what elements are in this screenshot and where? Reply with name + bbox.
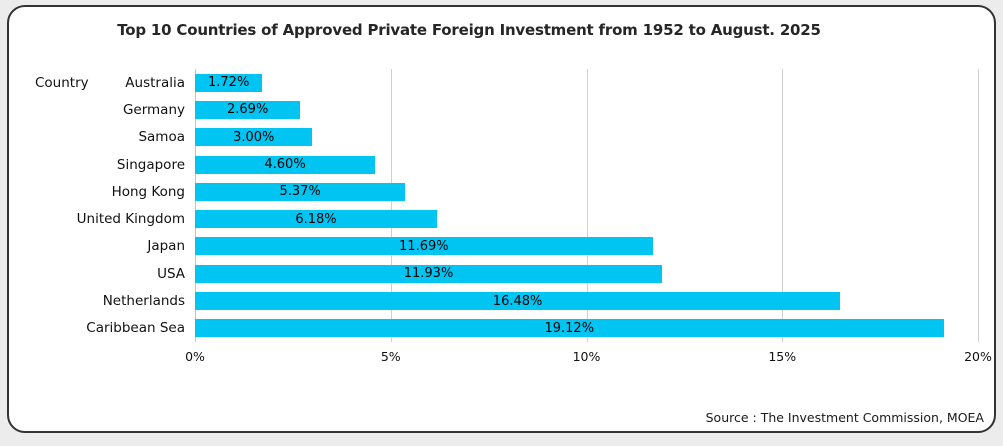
category-label-hong-kong: Hong Kong <box>111 183 185 200</box>
category-axis-labels: Australia Germany Samoa Singapore Hong Kong U… <box>9 69 185 342</box>
bar-netherlands: 16.48% <box>195 292 841 311</box>
bar-japan: 11.69% <box>195 237 653 256</box>
plot-area: 1.72% 2.69% 3.00% 4.60% 5.37% 6.18% 11.69% 11.9… <box>195 69 979 342</box>
bar-hong-kong: 5.37% <box>195 182 406 201</box>
bar-row-netherlands: 16.48% <box>195 287 978 314</box>
bar-row-australia: 1.72% <box>195 69 978 96</box>
bar-row-japan: 11.69% <box>195 233 978 260</box>
category-label-usa: USA <box>157 265 185 282</box>
gridline-15% <box>782 69 784 342</box>
bar-value-label: 1.72% <box>208 75 250 91</box>
bar-value-label: 11.93% <box>403 266 454 282</box>
bar-row-samoa: 3.00% <box>195 124 978 151</box>
bar-value-label: 6.18% <box>295 211 337 227</box>
chart-card: Top 10 Countries of Approved Private For… <box>7 5 996 433</box>
bar-row-caribbean-sea: 19.12% <box>195 315 978 342</box>
category-label-germany: Germany <box>122 101 185 118</box>
x-tick-label-10%: 10% <box>572 349 601 364</box>
gridline-10% <box>586 69 588 342</box>
bar-germany: 2.69% <box>195 100 301 119</box>
bar-caribbean-sea: 19.12% <box>195 319 944 338</box>
gridline-20% <box>978 69 979 342</box>
bar-samoa: 3.00% <box>195 128 313 147</box>
bar-value-label: 11.69% <box>399 238 449 254</box>
bar-row-usa: 11.93% <box>195 260 978 287</box>
bar-value-label: 16.48% <box>492 293 543 309</box>
category-label-netherlands: Netherlands <box>102 293 185 310</box>
chart-title: Top 10 Countries of Approved Private For… <box>117 21 821 39</box>
bar-australia: 1.72% <box>195 73 263 92</box>
x-tick-label-5%: 5% <box>380 349 401 364</box>
bar-usa: 11.93% <box>195 264 663 283</box>
bar-row-singapore: 4.60% <box>195 151 978 178</box>
bar-row-germany: 2.69% <box>195 96 978 123</box>
bar-value-label: 19.12% <box>544 320 595 336</box>
bar-value-label: 4.60% <box>264 157 306 173</box>
x-axis-tick-labels: 0% 5% 10% 15% 20% <box>185 342 992 366</box>
y-axis-title: Country <box>35 74 89 91</box>
x-tick-label-20%: 20% <box>964 349 992 364</box>
gridline-5% <box>390 69 392 342</box>
bar-value-label: 5.37% <box>279 184 321 200</box>
category-label-caribbean-sea: Caribbean Sea <box>86 320 185 337</box>
bar-row-united-kingdom: 6.18% <box>195 206 978 233</box>
x-tick-label-0%: 0% <box>185 349 205 364</box>
category-label-united-kingdom: United Kingdom <box>76 211 185 228</box>
category-label-australia: Australia <box>125 74 185 91</box>
category-label-japan: Japan <box>147 238 185 255</box>
category-label-samoa: Samoa <box>138 129 185 146</box>
bar-value-label: 3.00% <box>233 129 275 145</box>
y-axis-line <box>195 69 196 342</box>
bar-united-kingdom: 6.18% <box>195 210 437 229</box>
source-note: Source : The Investment Commission, MOEA <box>705 410 984 425</box>
x-tick-label-15%: 15% <box>768 349 797 364</box>
bar-value-label: 2.69% <box>227 102 269 118</box>
bar-row-hong-kong: 5.37% <box>195 178 978 205</box>
category-label-singapore: Singapore <box>116 156 185 173</box>
bar-singapore: 4.60% <box>195 155 376 174</box>
